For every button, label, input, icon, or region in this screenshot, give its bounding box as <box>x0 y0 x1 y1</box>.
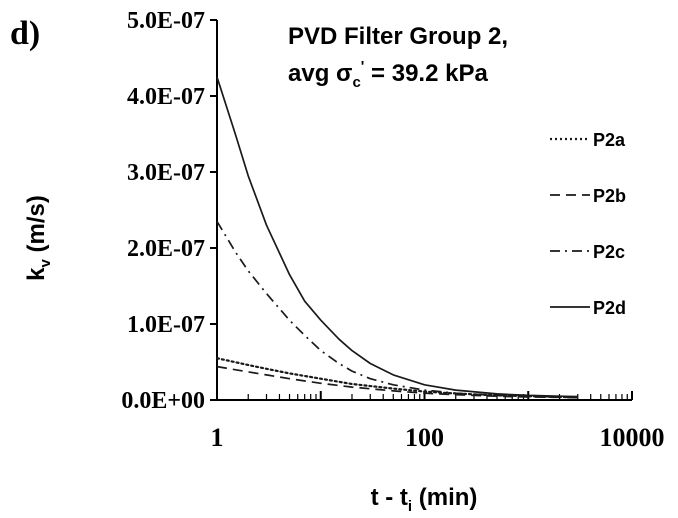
legend-label-p2d: P2d <box>593 298 626 318</box>
x-tick-label: 1 <box>211 423 224 452</box>
chart-title-line1: PVD Filter Group 2, <box>288 23 508 50</box>
y-tick-label: 4.0E-07 <box>127 84 205 110</box>
series-line-p2c <box>216 220 578 399</box>
x-tick-label: 10000 <box>600 423 665 452</box>
legend-label-p2a: P2a <box>593 130 626 150</box>
series-line-p2b <box>216 365 578 399</box>
x-axis-label: t - ti (min) <box>371 484 478 515</box>
y-tick-label: 1.0E-07 <box>127 312 205 338</box>
chart-title-line2: avg σc' = 39.2 kPa <box>288 58 488 91</box>
legend-label-p2c: P2c <box>593 242 625 262</box>
y-axis-label: kv (m/s) <box>23 195 54 281</box>
y-tick-label: 0.0E+00 <box>121 388 205 414</box>
legend-label-p2b: P2b <box>593 186 626 206</box>
y-tick-label: 2.0E-07 <box>127 236 205 262</box>
series-line-p2d <box>216 76 578 398</box>
legend: P2a P2b P2c P2d <box>550 130 626 318</box>
y-tick-label: 5.0E-07 <box>127 8 205 34</box>
panel-label: d) <box>10 15 40 52</box>
x-ticks: 1 100 10000 <box>211 391 665 452</box>
y-ticks: 0.0E+00 1.0E-07 2.0E-07 3.0E-07 4.0E-07 5.0E-… <box>121 8 217 414</box>
x-tick-label: 100 <box>405 423 444 452</box>
series-lines <box>215 76 579 399</box>
y-tick-label: 3.0E-07 <box>127 160 205 186</box>
